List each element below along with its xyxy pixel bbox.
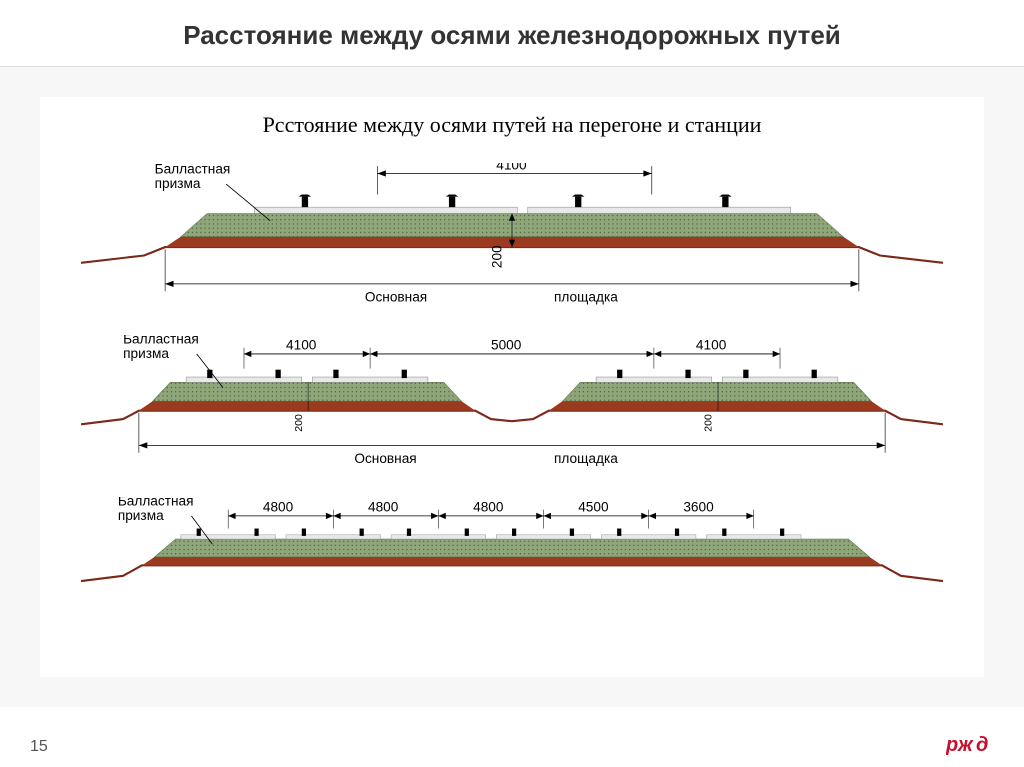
dim3-0: 4800 [263, 500, 294, 515]
dim3-3: 4500 [578, 500, 609, 515]
diagram-2: Балластная призма 4100 5000 4100 200 200 [60, 335, 964, 472]
dim3-1: 4800 [368, 500, 399, 515]
platform-label-left: Основная [365, 290, 427, 305]
ballast-left-tex [153, 382, 462, 401]
svg-text:p: p [946, 734, 958, 755]
dim2-center: 5000 [491, 338, 522, 353]
dim2-right: 4100 [696, 338, 727, 353]
content-area: Рсстояние между осями путей на перегоне … [0, 67, 1024, 707]
sleeper-1 [254, 207, 517, 213]
ground-3 [81, 565, 943, 581]
diagram-1: Балластная призма 4100 200 Основная площ… [60, 163, 964, 310]
svg-text:ж: ж [957, 734, 974, 755]
platform-label-right: площадка [554, 290, 618, 305]
diagram-3-svg: Балластная призма 4800 4 [60, 497, 964, 597]
ballast-label2-l2: призма [123, 346, 169, 361]
slide-header: Расстояние между осями железнодорожных п… [0, 0, 1024, 67]
platform2-right: площадка [554, 451, 618, 466]
sleeper-2 [528, 207, 791, 213]
ballast-label3-l1: Балластная [118, 497, 194, 508]
subtitle: Рсстояние между осями путей на перегоне … [60, 112, 964, 138]
footer: 15 pжд [0, 727, 1024, 767]
dim2-h-left: 200 [293, 414, 305, 432]
page-number: 15 [30, 738, 48, 756]
dims-3: 4800 4800 4800 4500 3600 [228, 500, 754, 529]
diagram-3: Балластная призма 4800 4 [60, 497, 964, 597]
diagram-2-svg: Балластная призма 4100 5000 4100 200 200 [60, 335, 964, 472]
soil-right [549, 401, 885, 410]
soil-left [139, 401, 475, 410]
dim2-h-right: 200 [703, 414, 715, 432]
ballast-label2-l1: Балластная [123, 335, 199, 346]
dim3-4: 3600 [683, 500, 714, 515]
ballast-label3-l2: призма [118, 508, 164, 523]
ground-line [81, 247, 943, 263]
svg-text:д: д [976, 734, 988, 755]
ballast-label-line2: призма [155, 176, 201, 191]
soil-3 [142, 557, 882, 565]
rails-1 [299, 195, 732, 208]
dim-top-text: 4100 [496, 163, 527, 172]
tracks-3 [181, 528, 801, 539]
logo: pжд [946, 733, 994, 761]
dim2-left: 4100 [286, 338, 317, 353]
content-inner: Рсстояние между осями путей на перегоне … [40, 97, 984, 677]
ballast-label-line1: Балластная [155, 163, 231, 177]
ground-line-2 [81, 411, 943, 425]
platform2-left: Основная [354, 451, 416, 466]
dim-height-text: 200 [489, 245, 504, 268]
ballast-3-tex [155, 539, 870, 557]
slide-title: Расстояние между осями железнодорожных п… [30, 20, 994, 51]
ballast-right-tex [562, 382, 871, 401]
diagram-1-svg: Балластная призма 4100 200 Основная площ… [60, 163, 964, 310]
dim3-2: 4800 [473, 500, 504, 515]
